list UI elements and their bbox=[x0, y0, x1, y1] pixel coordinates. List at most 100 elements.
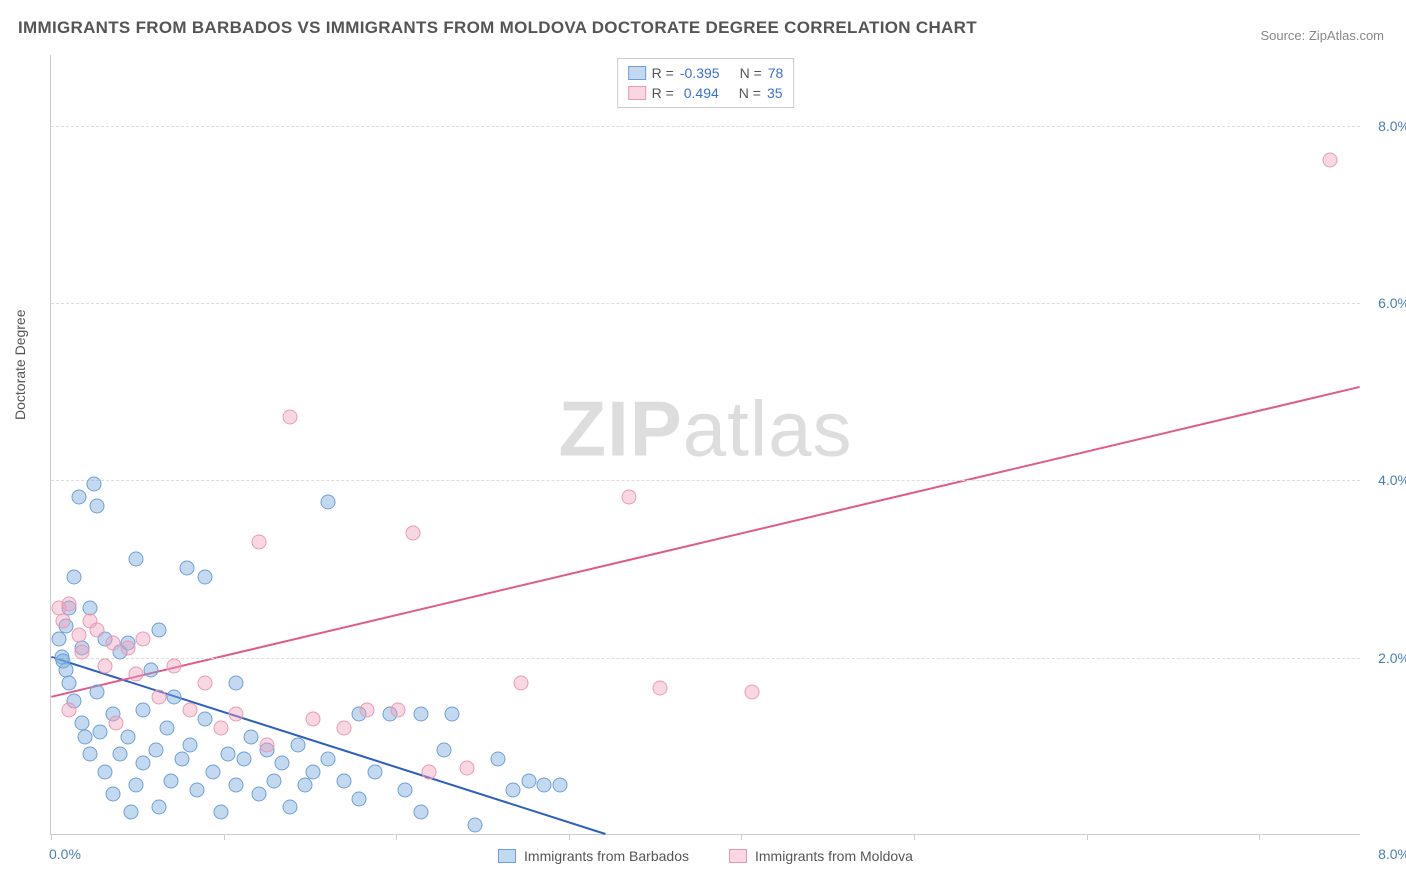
scatter-point-moldova bbox=[108, 716, 123, 731]
scatter-point-barbados bbox=[444, 707, 459, 722]
scatter-point-barbados bbox=[93, 725, 108, 740]
scatter-point-barbados bbox=[275, 756, 290, 771]
scatter-point-moldova bbox=[213, 720, 228, 735]
n-label: N = bbox=[739, 83, 761, 103]
scatter-point-moldova bbox=[182, 702, 197, 717]
barbados-n-value: 78 bbox=[768, 63, 784, 83]
x-tick bbox=[1087, 834, 1088, 840]
scatter-point-barbados bbox=[128, 778, 143, 793]
x-tick-label: 8.0% bbox=[1365, 846, 1406, 862]
legend-series-box: Immigrants from Barbados Immigrants from… bbox=[51, 848, 1360, 864]
scatter-point-barbados bbox=[236, 751, 251, 766]
scatter-point-barbados bbox=[221, 747, 236, 762]
y-tick-label: 6.0% bbox=[1365, 295, 1406, 311]
scatter-point-moldova bbox=[151, 689, 166, 704]
scatter-point-moldova bbox=[406, 525, 421, 540]
scatter-point-barbados bbox=[413, 707, 428, 722]
scatter-point-moldova bbox=[105, 636, 120, 651]
scatter-point-barbados bbox=[164, 773, 179, 788]
swatch-moldova-icon bbox=[628, 86, 646, 100]
x-tick bbox=[51, 834, 52, 840]
scatter-point-barbados bbox=[298, 778, 313, 793]
y-tick-label: 2.0% bbox=[1365, 650, 1406, 666]
scatter-point-barbados bbox=[290, 738, 305, 753]
scatter-point-barbados bbox=[90, 685, 105, 700]
scatter-point-moldova bbox=[306, 711, 321, 726]
scatter-point-barbados bbox=[90, 499, 105, 514]
scatter-point-moldova bbox=[421, 764, 436, 779]
gridline bbox=[51, 126, 1360, 127]
scatter-point-barbados bbox=[62, 676, 77, 691]
scatter-point-barbados bbox=[71, 490, 86, 505]
scatter-point-moldova bbox=[336, 720, 351, 735]
scatter-point-barbados bbox=[148, 742, 163, 757]
legend-stats-row-barbados: R = -0.395 N = 78 bbox=[628, 63, 784, 83]
scatter-point-barbados bbox=[413, 804, 428, 819]
r-label: R = bbox=[652, 83, 674, 103]
scatter-point-moldova bbox=[97, 658, 112, 673]
y-axis-label: Doctorate Degree bbox=[12, 309, 28, 420]
scatter-point-barbados bbox=[490, 751, 505, 766]
scatter-point-barbados bbox=[128, 552, 143, 567]
scatter-point-barbados bbox=[352, 791, 367, 806]
source-label: Source: ZipAtlas.com bbox=[1260, 28, 1384, 43]
scatter-point-barbados bbox=[198, 569, 213, 584]
r-label: R = bbox=[652, 63, 674, 83]
scatter-point-barbados bbox=[167, 689, 182, 704]
scatter-point-barbados bbox=[159, 720, 174, 735]
gridline bbox=[51, 303, 1360, 304]
scatter-point-barbados bbox=[398, 782, 413, 797]
trend-line bbox=[51, 387, 1359, 697]
scatter-point-moldova bbox=[359, 702, 374, 717]
scatter-point-barbados bbox=[437, 742, 452, 757]
scatter-point-barbados bbox=[228, 778, 243, 793]
swatch-barbados-icon bbox=[498, 849, 516, 863]
scatter-point-barbados bbox=[121, 729, 136, 744]
n-label: N = bbox=[740, 63, 762, 83]
scatter-point-barbados bbox=[151, 623, 166, 638]
scatter-point-barbados bbox=[179, 561, 194, 576]
scatter-point-barbados bbox=[367, 764, 382, 779]
scatter-point-barbados bbox=[51, 632, 66, 647]
swatch-barbados-icon bbox=[628, 66, 646, 80]
scatter-point-barbados bbox=[321, 494, 336, 509]
scatter-point-moldova bbox=[259, 738, 274, 753]
scatter-point-barbados bbox=[198, 711, 213, 726]
scatter-point-barbados bbox=[336, 773, 351, 788]
scatter-point-barbados bbox=[267, 773, 282, 788]
scatter-point-moldova bbox=[514, 676, 529, 691]
scatter-point-moldova bbox=[1323, 153, 1338, 168]
scatter-point-moldova bbox=[62, 596, 77, 611]
scatter-point-barbados bbox=[282, 800, 297, 815]
scatter-point-moldova bbox=[136, 632, 151, 647]
scatter-point-moldova bbox=[282, 410, 297, 425]
scatter-point-barbados bbox=[244, 729, 259, 744]
scatter-point-barbados bbox=[82, 747, 97, 762]
scatter-point-barbados bbox=[205, 764, 220, 779]
scatter-point-moldova bbox=[167, 658, 182, 673]
gridline bbox=[51, 480, 1360, 481]
scatter-point-barbados bbox=[228, 676, 243, 691]
swatch-moldova-icon bbox=[729, 849, 747, 863]
scatter-point-barbados bbox=[67, 569, 82, 584]
legend-label-moldova: Immigrants from Moldova bbox=[755, 848, 913, 864]
scatter-point-moldova bbox=[745, 685, 760, 700]
scatter-point-moldova bbox=[621, 490, 636, 505]
scatter-point-moldova bbox=[390, 702, 405, 717]
x-tick bbox=[224, 834, 225, 840]
scatter-point-barbados bbox=[506, 782, 521, 797]
scatter-point-moldova bbox=[228, 707, 243, 722]
scatter-point-barbados bbox=[77, 729, 92, 744]
scatter-point-barbados bbox=[105, 787, 120, 802]
moldova-r-value: 0.494 bbox=[680, 83, 719, 103]
scatter-point-moldova bbox=[56, 614, 71, 629]
scatter-point-barbados bbox=[113, 747, 128, 762]
moldova-n-value: 35 bbox=[767, 83, 783, 103]
scatter-point-moldova bbox=[71, 627, 86, 642]
trend-lines-svg bbox=[51, 55, 1360, 834]
legend-item-moldova: Immigrants from Moldova bbox=[729, 848, 913, 864]
scatter-point-barbados bbox=[136, 702, 151, 717]
chart-title: IMMIGRANTS FROM BARBADOS VS IMMIGRANTS F… bbox=[18, 18, 977, 38]
y-tick-label: 4.0% bbox=[1365, 472, 1406, 488]
scatter-point-moldova bbox=[62, 702, 77, 717]
